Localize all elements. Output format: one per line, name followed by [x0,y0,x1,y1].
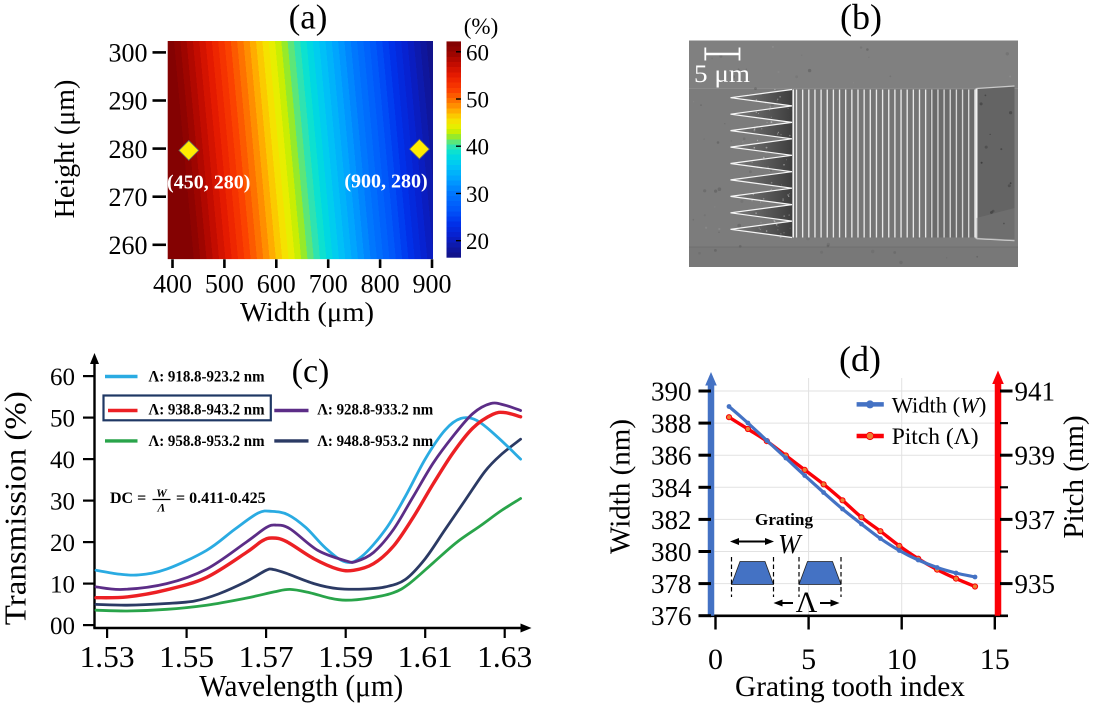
svg-text:935: 935 [1015,569,1056,599]
svg-text:Width (nm): Width (nm) [605,419,637,554]
svg-text:Λ: 948.8-953.2 nm: Λ: 948.8-953.2 nm [317,433,433,450]
svg-text:Λ: Λ [156,501,165,515]
svg-text:(%): (%) [464,14,498,39]
svg-text:Height (μm): Height (μm) [50,80,81,219]
svg-text:380: 380 [651,537,692,567]
svg-text:= 0.411-0.425: = 0.411-0.425 [176,490,266,507]
svg-text:700: 700 [309,270,348,299]
svg-text:20: 20 [50,530,75,557]
svg-text:290: 290 [109,87,148,116]
svg-text:941: 941 [1015,377,1056,407]
svg-text:(d): (d) [839,339,881,379]
svg-text:(450, 280): (450, 280) [167,172,250,194]
svg-text:60: 60 [466,40,489,65]
svg-text:384: 384 [651,473,692,503]
svg-text:1.63: 1.63 [477,639,532,674]
svg-text:400: 400 [153,270,192,299]
svg-text:386: 386 [651,441,692,471]
svg-text:20: 20 [466,229,489,254]
svg-text:388: 388 [651,409,692,439]
svg-text:Λ: 918.8-923.2 nm: Λ: 918.8-923.2 nm [149,369,265,386]
svg-text:(900, 280): (900, 280) [344,171,427,193]
svg-text:270: 270 [109,183,148,212]
svg-text:40: 40 [466,135,489,160]
svg-text:Grating: Grating [755,510,814,529]
svg-text:W: W [156,486,168,500]
svg-text:800: 800 [361,270,400,299]
svg-text:Λ: 958.8-953.2 nm: Λ: 958.8-953.2 nm [149,433,265,450]
svg-text:50: 50 [50,405,75,432]
svg-text:Width (μm): Width (μm) [240,296,374,327]
svg-text:260: 260 [109,231,148,260]
svg-text:900: 900 [413,270,452,299]
svg-text:Pitch (nm): Pitch (nm) [1058,415,1090,538]
svg-text:5 μm: 5 μm [694,61,751,88]
svg-text:60: 60 [50,364,75,391]
svg-text:Λ: 938.8-943.2 nm: Λ: 938.8-943.2 nm [149,402,265,419]
svg-text:30: 30 [466,182,489,207]
svg-text:Λ: 928.8-933.2 nm: Λ: 928.8-933.2 nm [317,402,433,419]
svg-text:(c): (c) [292,353,330,390]
svg-text:Transmission (%): Transmission (%) [0,391,33,625]
svg-text:W: W [778,529,803,559]
svg-text:Grating tooth index: Grating tooth index [735,670,965,703]
svg-text:Λ: Λ [796,586,818,619]
svg-text:DC =: DC = [110,490,146,507]
svg-text:280: 280 [109,135,148,164]
svg-text:500: 500 [205,270,244,299]
svg-text:376: 376 [651,601,692,631]
svg-text:300: 300 [109,39,148,68]
svg-text:10: 10 [887,643,917,676]
svg-text:937: 937 [1015,505,1056,535]
svg-text:Wavelength (μm): Wavelength (μm) [199,668,403,703]
svg-text:40: 40 [50,447,75,474]
svg-text:00: 00 [50,613,75,640]
svg-text:10: 10 [50,571,75,598]
svg-text:50: 50 [466,88,489,113]
svg-text:1.55: 1.55 [159,639,214,674]
svg-text:1.57: 1.57 [239,639,294,674]
svg-text:600: 600 [257,270,296,299]
svg-text:939: 939 [1015,441,1056,471]
svg-text:(b): (b) [840,0,882,37]
svg-text:1.61: 1.61 [398,639,453,674]
svg-text:382: 382 [651,505,692,535]
svg-text:378: 378 [651,569,692,599]
svg-text:5: 5 [801,643,816,676]
svg-text:(a): (a) [289,0,328,37]
svg-text:1.53: 1.53 [80,639,135,674]
svg-text:Pitch (Λ): Pitch (Λ) [892,424,979,450]
svg-text:1.59: 1.59 [318,639,373,674]
svg-text:15: 15 [980,643,1010,676]
svg-text:30: 30 [50,488,75,515]
svg-text:0: 0 [708,643,723,676]
svg-text:390: 390 [651,377,692,407]
svg-text:Width (W): Width (W) [892,393,987,418]
